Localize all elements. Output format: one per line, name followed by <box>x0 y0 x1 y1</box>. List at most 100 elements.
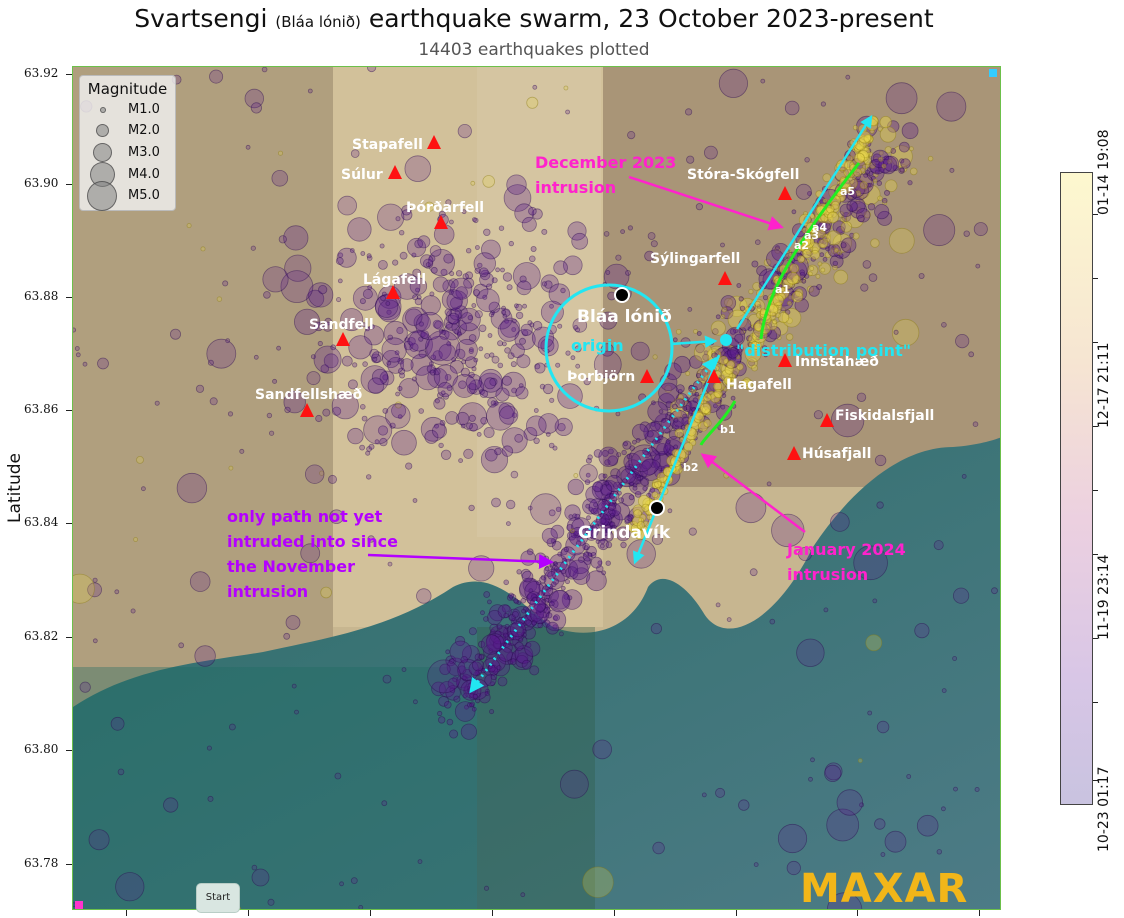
earthquake-marker <box>863 172 869 178</box>
earthquake-marker <box>334 772 342 780</box>
earthquake-marker <box>506 284 513 291</box>
annotation-november-line3: the November <box>227 557 355 576</box>
earthquake-marker <box>972 421 979 428</box>
earthquake-marker <box>469 702 475 708</box>
earthquake-marker <box>141 486 146 492</box>
earthquake-marker <box>371 351 384 363</box>
earthquake-marker <box>729 328 737 335</box>
annotation-lines <box>367 114 873 694</box>
earthquake-marker <box>701 792 707 798</box>
start-button[interactable]: Start <box>196 883 240 913</box>
earthquake-marker <box>879 126 897 143</box>
earthquake-marker <box>872 178 878 184</box>
earthquake-marker <box>462 693 468 698</box>
earthquake-marker <box>568 514 574 520</box>
earthquake-marker <box>206 338 237 369</box>
earthquake-marker <box>405 462 413 470</box>
earthquake-marker <box>394 401 402 409</box>
earthquake-marker <box>455 338 478 361</box>
chart-title: Svartsengi (Bláa lónið) earthquake swarm… <box>0 4 1068 33</box>
earthquake-marker <box>847 204 853 210</box>
earthquake-marker <box>541 527 558 544</box>
earthquake-marker <box>369 323 375 330</box>
earthquake-marker <box>740 329 746 335</box>
y-tick-label: 63.92 <box>24 66 59 80</box>
earthquake-marker <box>472 289 481 297</box>
intrusion-line-b <box>699 400 737 446</box>
earthquake-marker <box>822 198 828 204</box>
earthquake-marker <box>605 270 611 275</box>
earthquake-marker <box>826 808 860 842</box>
legend-dot-m1 <box>100 107 106 113</box>
map-area[interactable]: Stapafell Súlur Þórðarfell Lágafell Sand… <box>72 66 1001 910</box>
annotation-december-line2: intrusion <box>535 178 616 197</box>
earthquake-marker <box>366 446 373 452</box>
earthquake-marker <box>869 158 886 175</box>
earthquake-marker <box>358 905 364 909</box>
earthquake-marker <box>839 203 854 218</box>
earthquake-marker <box>359 298 366 305</box>
earthquake-marker <box>509 658 517 666</box>
earthquake-marker <box>734 333 744 343</box>
earthquake-marker <box>455 411 470 426</box>
earthquake-marker <box>586 515 591 521</box>
earthquake-marker <box>486 599 492 605</box>
earthquake-marker <box>752 282 761 291</box>
earthquake-marker <box>408 330 430 352</box>
earthquake-marker <box>318 285 328 295</box>
earthquake-marker <box>807 271 813 277</box>
earthquake-marker <box>228 465 234 471</box>
earthquake-marker <box>841 183 852 194</box>
earthquake-marker <box>136 455 144 464</box>
earthquake-marker <box>567 221 587 241</box>
earthquake-marker <box>865 134 874 143</box>
earthquake-marker <box>404 330 433 360</box>
y-tick-label: 63.82 <box>24 629 59 643</box>
earthquake-marker <box>439 419 446 426</box>
earthquake-marker <box>729 345 743 359</box>
earthquake-marker <box>877 195 883 201</box>
earthquake-marker <box>787 300 792 306</box>
earthquake-marker <box>763 258 772 267</box>
earthquake-marker <box>587 454 593 460</box>
earthquake-marker <box>368 443 375 450</box>
earthquake-marker <box>884 189 891 196</box>
earthquake-marker <box>720 404 726 410</box>
earthquake-marker <box>839 166 846 173</box>
earthquake-marker <box>900 158 911 169</box>
earthquake-marker <box>628 494 635 501</box>
earthquake-marker <box>452 373 477 398</box>
earthquake-marker <box>914 622 930 639</box>
earthquake-marker <box>857 136 866 146</box>
earthquake-marker <box>720 314 726 320</box>
earthquake-marker <box>460 723 477 740</box>
earthquake-marker <box>374 294 399 318</box>
earthquake-marker <box>941 688 947 693</box>
earthquake-marker <box>667 508 673 514</box>
earthquake-marker <box>742 378 754 390</box>
earthquake-marker <box>133 537 138 542</box>
earthquake-marker <box>738 296 744 302</box>
earthquake-marker <box>499 317 521 338</box>
earthquake-marker <box>490 400 497 406</box>
earthquake-marker <box>781 307 786 313</box>
earthquake-marker <box>401 667 407 672</box>
earthquake-marker <box>549 600 555 607</box>
earthquake-marker <box>250 102 262 114</box>
earthquake-marker <box>710 320 726 336</box>
earthquake-marker <box>319 470 325 476</box>
earthquake-marker <box>371 368 389 385</box>
earthquake-marker <box>898 167 905 174</box>
earthquake-marker <box>817 220 831 235</box>
earthquake-marker <box>823 214 834 224</box>
annotation-january-line2: intrusion <box>787 565 868 584</box>
earthquake-marker <box>443 253 454 264</box>
earthquake-marker <box>718 68 749 98</box>
earthquake-marker <box>574 513 581 520</box>
earthquake-marker <box>403 340 414 351</box>
earthquake-marker <box>528 206 537 216</box>
earthquake-marker <box>615 254 622 261</box>
earthquake-marker <box>565 109 571 115</box>
earthquake-marker <box>560 585 566 591</box>
earthquake-marker <box>209 397 218 406</box>
